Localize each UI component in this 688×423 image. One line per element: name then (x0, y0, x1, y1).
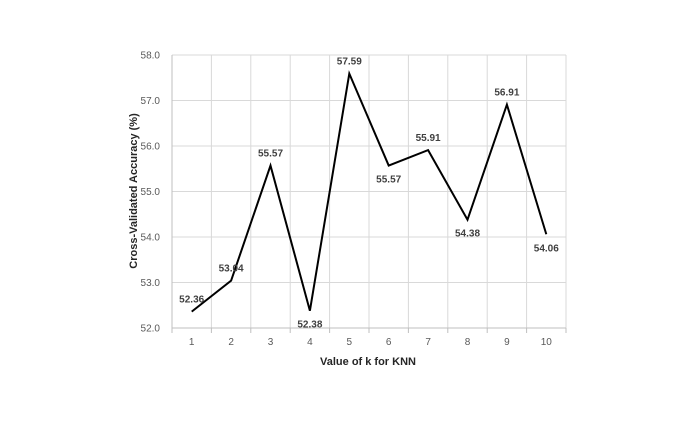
x-tick-label: 9 (504, 337, 510, 348)
data-label: 55.57 (258, 149, 283, 160)
data-label: 55.91 (416, 133, 441, 144)
data-label: 56.91 (494, 88, 519, 99)
x-tick-label: 3 (268, 337, 274, 348)
y-tick-label: 57.0 (141, 96, 161, 107)
x-tick-label: 8 (465, 337, 471, 348)
y-tick-label: 58.0 (141, 51, 161, 62)
x-tick-label: 2 (228, 337, 234, 348)
data-label: 53.04 (219, 264, 244, 275)
y-tick-label: 53.0 (141, 278, 161, 289)
grid-lines (172, 54, 567, 328)
x-tick-label: 6 (386, 337, 392, 348)
y-tick-labels: 52.0 53.0 54.0 55.0 56.0 57.0 58.0 (141, 51, 161, 335)
x-axis-title: Value of k for KNN (320, 356, 416, 368)
x-tick-labels: 1 2 3 4 5 6 7 8 9 10 (189, 337, 552, 348)
data-label: 52.36 (179, 295, 204, 306)
x-tick-label: 1 (189, 337, 195, 348)
axes (171, 55, 567, 333)
data-label: 52.38 (297, 320, 322, 331)
y-tick-label: 55.0 (141, 187, 161, 198)
data-label: 54.06 (534, 243, 559, 254)
y-tick-label: 52.0 (141, 324, 161, 335)
x-tick-label: 5 (347, 337, 353, 348)
y-axis-title: Cross-Validated Accuracy (%) (128, 113, 140, 269)
x-tick-label: 10 (541, 337, 553, 348)
data-label: 54.38 (455, 229, 480, 240)
x-tick-label: 4 (307, 337, 313, 348)
data-labels: 52.36 53.04 55.57 52.38 57.59 55.57 55.91 54.38… (179, 57, 559, 331)
data-label: 55.57 (376, 175, 401, 186)
data-label: 57.59 (337, 57, 362, 68)
series-line (191, 70, 548, 313)
y-tick-label: 54.0 (141, 233, 161, 244)
x-tick-label: 7 (425, 337, 431, 348)
y-tick-label: 56.0 (141, 142, 161, 153)
